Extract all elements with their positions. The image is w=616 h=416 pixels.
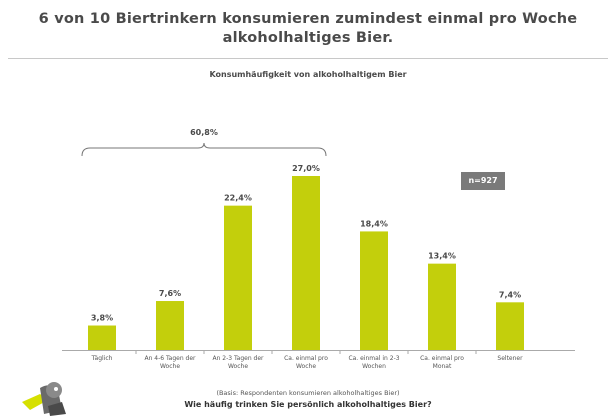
group-bracket-label: 60,8% bbox=[190, 128, 218, 137]
mascot-icon bbox=[22, 382, 66, 416]
category-label: Monat bbox=[433, 363, 452, 370]
category-label: Ca. einmal pro bbox=[284, 355, 328, 362]
bar bbox=[88, 325, 116, 350]
bar-value-label: 27,0% bbox=[292, 164, 320, 173]
bar bbox=[292, 176, 320, 350]
divider-line bbox=[8, 58, 608, 59]
category-label: Ca. einmal in 2-3 bbox=[348, 355, 399, 362]
bar-value-label: 7,6% bbox=[159, 289, 181, 298]
category-label: Täglich bbox=[91, 355, 113, 362]
category-label: Wochen bbox=[362, 363, 386, 370]
category-label: Woche bbox=[228, 363, 248, 370]
category-label: An 4-6 Tagen der bbox=[144, 355, 196, 362]
bar bbox=[496, 302, 524, 350]
category-label: An 2-3 Tagen der bbox=[212, 355, 264, 362]
bar-value-label: 13,4% bbox=[428, 252, 456, 261]
basis-note: (Basis: Respondenten konsumieren alkohol… bbox=[216, 389, 400, 397]
bar bbox=[224, 205, 252, 350]
chart-title: Konsumhäufigkeit von alkoholhaltigem Bie… bbox=[209, 70, 407, 79]
headline-line-2: alkoholhaltiges Bier. bbox=[222, 30, 394, 46]
survey-question: Wie häufig trinken Sie persönlich alkoho… bbox=[184, 400, 432, 409]
category-label: Woche bbox=[160, 363, 180, 370]
bar-value-label: 3,8% bbox=[91, 314, 113, 323]
category-label: Woche bbox=[296, 363, 316, 370]
bar bbox=[360, 231, 388, 350]
bar bbox=[156, 301, 184, 350]
bar-value-label: 18,4% bbox=[360, 219, 388, 228]
group-bracket bbox=[81, 142, 327, 157]
page-headline: 6 von 10 Biertrinkern konsumieren zumind… bbox=[0, 10, 616, 48]
sample-size-badge: n=927 bbox=[461, 172, 505, 190]
category-label: Ca. einmal pro bbox=[420, 355, 464, 362]
bar bbox=[428, 263, 456, 350]
bar-value-label: 22,4% bbox=[224, 194, 252, 203]
bar-value-label: 7,4% bbox=[499, 290, 521, 299]
category-label: Seltener bbox=[497, 355, 523, 362]
headline-line-1: 6 von 10 Biertrinkern konsumieren zumind… bbox=[38, 11, 578, 27]
